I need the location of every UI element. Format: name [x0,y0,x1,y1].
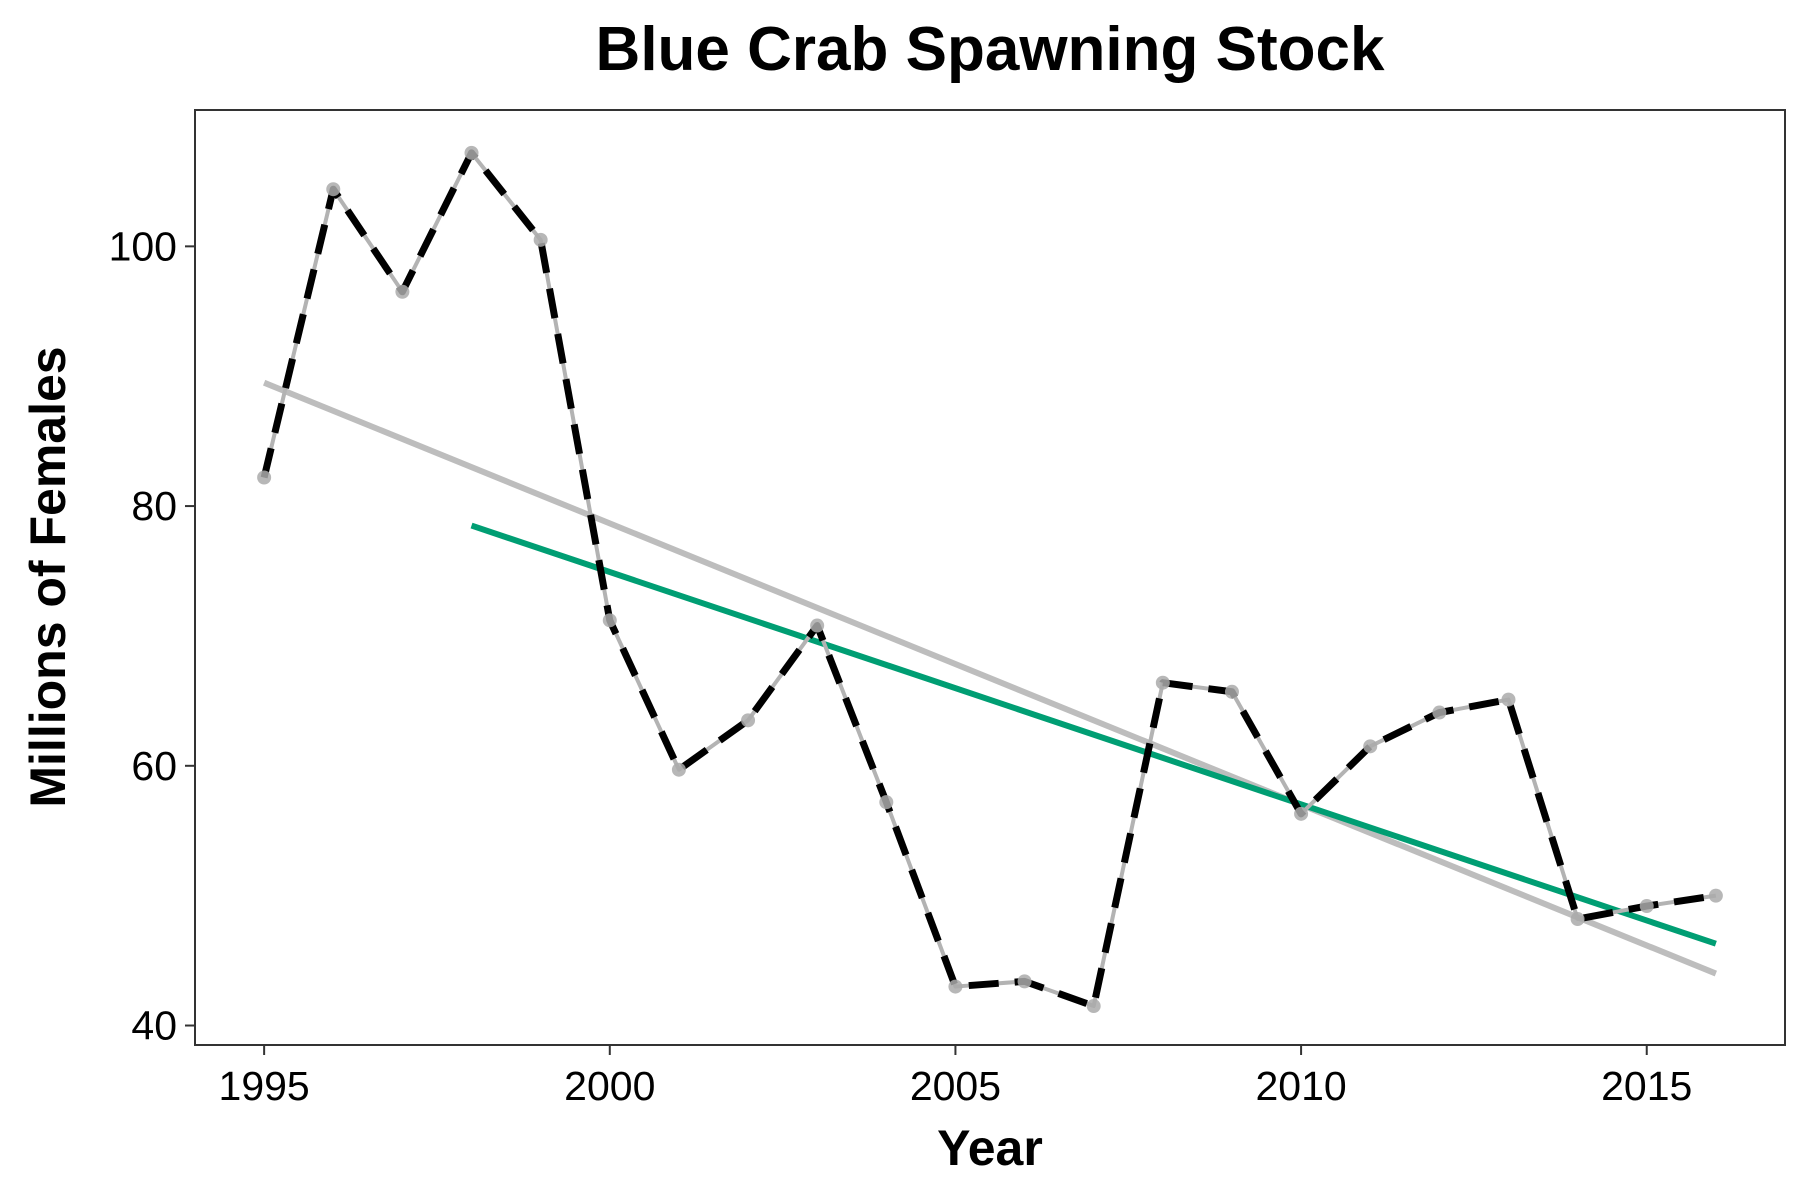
trend-lines [262,379,1718,977]
chart-title: Blue Crab Spawning Stock [596,15,1385,84]
x-axis-title: Year [937,1120,1043,1176]
y-tick-label: 80 [131,483,177,529]
data-point [1224,684,1239,699]
data-series [257,145,1723,1014]
data-point [810,618,825,633]
data-point [1501,692,1516,707]
data-point [1432,705,1447,720]
data-point [1086,999,1101,1014]
data-point [602,613,617,628]
trend-line-1 [262,379,1718,977]
data-point [1639,899,1654,914]
data-point [326,182,341,197]
data-point [1570,912,1585,927]
data-point [395,284,410,299]
trend-line-2 [470,522,1717,947]
y-tick-label: 60 [131,743,177,789]
data-point [948,979,963,994]
data-point [671,762,686,777]
data-point [1155,675,1170,690]
x-axis: 1995 2000 2005 2010 2015 [219,1045,1692,1109]
x-tick-label: 2015 [1601,1063,1692,1109]
data-point [1363,739,1378,754]
data-point [464,145,479,160]
data-point [1708,888,1723,903]
y-tick-label: 40 [131,1003,177,1049]
series-line [260,149,1717,1010]
x-tick-label: 2000 [564,1063,655,1109]
y-axis: 40 60 80 100 [109,223,195,1049]
x-tick-label: 2005 [910,1063,1001,1109]
data-point [1294,806,1309,821]
data-point [741,713,756,728]
y-tick-label: 100 [109,223,177,269]
x-tick-label: 2010 [1255,1063,1346,1109]
plot-panel [194,109,1786,1046]
y-axis-title: Millions of Females [20,346,76,807]
data-point [533,232,548,247]
data-point [879,795,894,810]
data-point [1017,974,1032,989]
data-point [257,470,272,485]
x-tick-label: 1995 [219,1063,310,1109]
